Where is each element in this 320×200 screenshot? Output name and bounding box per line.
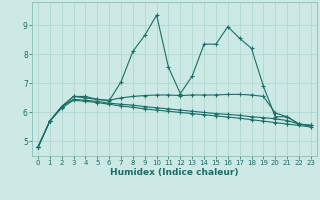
X-axis label: Humidex (Indice chaleur): Humidex (Indice chaleur) bbox=[110, 168, 239, 177]
